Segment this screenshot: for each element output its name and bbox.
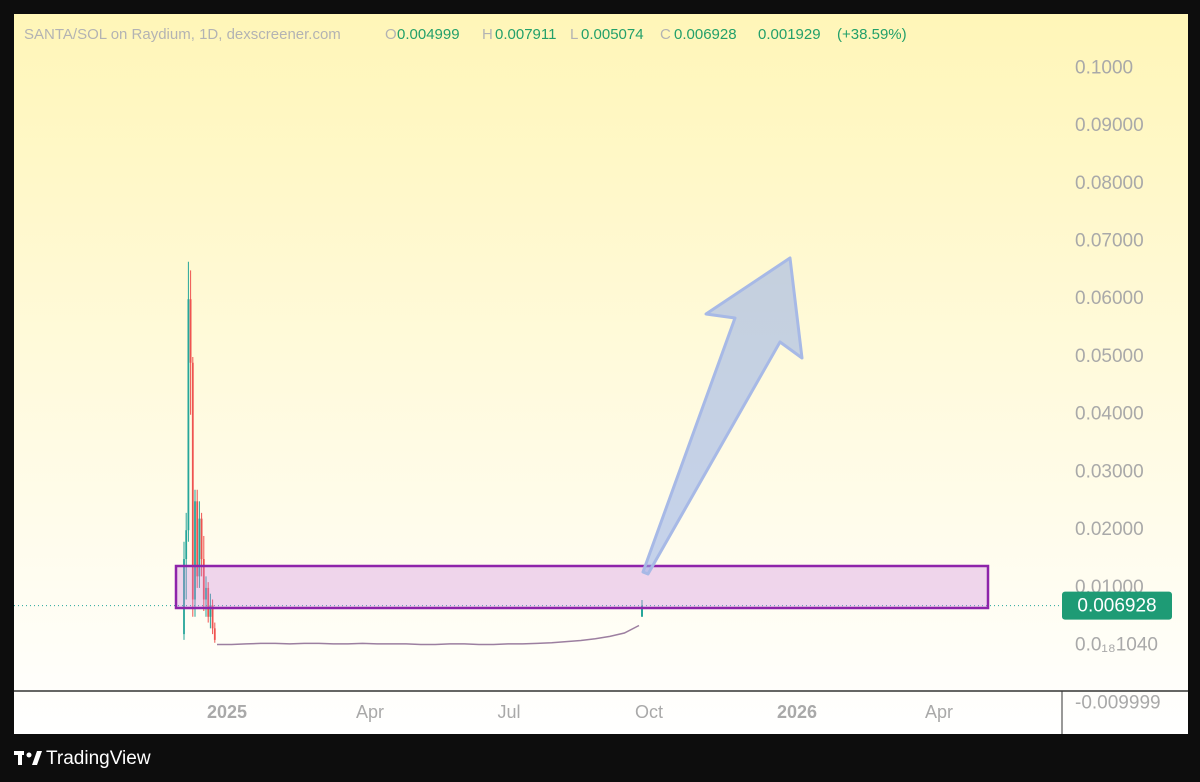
y-tick-label: -0.009999 [1075, 692, 1161, 713]
close-value: 0.006928 [674, 26, 737, 43]
candle-body [187, 299, 190, 531]
chart-title: SANTA/SOL on Raydium, 1D, dexscreener.co… [24, 26, 341, 43]
candle-body [185, 530, 188, 560]
candle-body [213, 628, 216, 640]
low-value: 0.005074 [581, 26, 644, 43]
candle-body [200, 518, 203, 560]
candle-body [189, 299, 192, 363]
range-box [174, 564, 990, 610]
y-tick-label: 0.03000 [1075, 461, 1144, 482]
x-tick-label: Oct [635, 702, 663, 722]
low-label: L [570, 26, 578, 43]
last-price-badge [1062, 591, 1172, 620]
candle-body [209, 605, 212, 617]
y-tick-label: 0.08000 [1075, 173, 1144, 194]
high-label: H [482, 26, 493, 43]
high-value: 0.007911 [495, 26, 556, 43]
y-tick-label: 0.1000 [1075, 57, 1133, 78]
x-tick-label: 2026 [777, 702, 817, 722]
candle-body [202, 559, 205, 600]
open-label: O [385, 26, 397, 43]
x-tick-label: Apr [356, 702, 384, 722]
brand-logo [14, 751, 42, 765]
candle-body [183, 559, 185, 635]
candle-body [205, 587, 207, 600]
open-value: 0.004999 [397, 26, 460, 43]
y-tick-label: 0.02000 [1075, 519, 1144, 540]
y-tick-label: 0.07000 [1075, 231, 1144, 252]
brand-name: TradingView [46, 748, 151, 769]
close-label: C [660, 26, 671, 43]
change-value: 0.001929 [758, 26, 821, 43]
candle-body [191, 362, 194, 600]
x-tick-label: Apr [925, 702, 953, 722]
x-tick-label: 2025 [207, 702, 247, 722]
y-tick-label: 0.06000 [1075, 288, 1144, 309]
plot [14, 261, 1062, 646]
y-tick-label: 0.0₁₈1040 [1075, 635, 1158, 656]
change-percent: (+38.59%) [837, 26, 907, 43]
x-tick-label: Jul [497, 702, 520, 722]
last-price-label: 0.006928 [1077, 596, 1156, 617]
price-trail [217, 624, 640, 646]
y-tick-label: 0.05000 [1075, 346, 1144, 367]
candle-body [211, 605, 214, 629]
candle-body [198, 518, 201, 577]
y-tick-label: 0.04000 [1075, 404, 1144, 425]
overlay: 0.1000 0.09000 0.08000 0.07000 0.06000 0.0500… [207, 57, 1172, 722]
candle-body [207, 587, 210, 617]
arrow-annotation [641, 256, 804, 576]
last-candle-body [641, 605, 643, 617]
y-tick-label: 0.09000 [1075, 115, 1144, 136]
candle-body [196, 501, 199, 577]
candle-body [194, 501, 196, 600]
